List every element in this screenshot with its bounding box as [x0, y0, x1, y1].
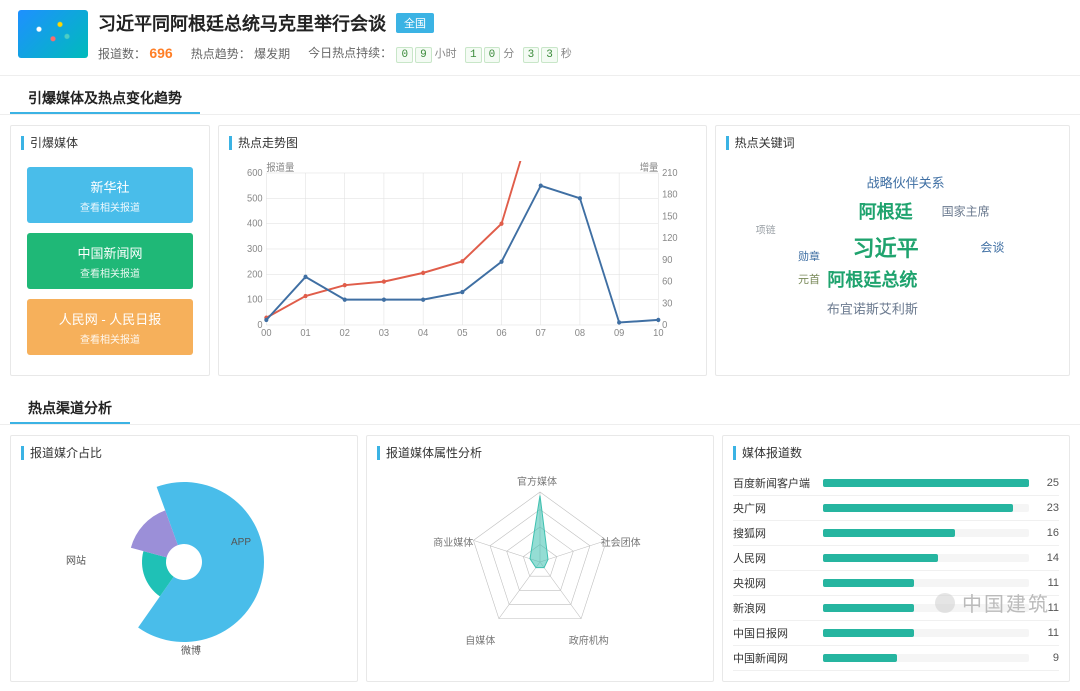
keyword[interactable]: 元首: [798, 271, 820, 287]
svg-text:30: 30: [662, 298, 672, 309]
trend-label: 热点趋势：: [191, 47, 251, 61]
svg-text:04: 04: [418, 328, 429, 339]
section2-title: 热点渠道分析: [10, 386, 130, 424]
keyword[interactable]: 阿根廷: [859, 198, 913, 224]
svg-text:07: 07: [536, 328, 546, 339]
bar-row[interactable]: 央广网23: [733, 496, 1059, 521]
media-source-button[interactable]: 人民网 - 人民日报查看相关报道: [27, 299, 193, 355]
donut-chart: 网站 APP 微博: [21, 467, 347, 657]
svg-text:150: 150: [662, 211, 678, 222]
panel-media-attr: 报道媒体属性分析 官方媒体社会团体政府机构 自媒体 商业媒体: [366, 435, 714, 682]
chart-label: 微博: [181, 642, 201, 657]
svg-text:60: 60: [662, 276, 672, 287]
media-source-button[interactable]: 新华社查看相关报道: [27, 167, 193, 223]
radar-axis-label: 社会团体: [601, 534, 641, 549]
bar-row[interactable]: 央视网11: [733, 571, 1059, 596]
region-tag[interactable]: 全国: [396, 13, 434, 33]
keyword[interactable]: 会谈: [980, 239, 1004, 256]
header-stats: 报道数： 696 热点趋势： 爆发期 今日热点持续： 09小时 10分 33秒: [98, 44, 1062, 63]
svg-text:400: 400: [247, 218, 263, 229]
svg-text:600: 600: [247, 168, 263, 179]
panel-head: 引爆媒体: [21, 134, 199, 151]
bar-row[interactable]: 搜狐网16: [733, 521, 1059, 546]
radar-axis-label: 官方媒体: [517, 473, 557, 488]
svg-text:00: 00: [261, 328, 271, 339]
svg-text:02: 02: [340, 328, 350, 339]
keyword[interactable]: 勋章: [798, 248, 820, 264]
bar-row[interactable]: 中国新闻网9: [733, 646, 1059, 671]
radar-chart: 官方媒体社会团体政府机构 自媒体 商业媒体: [377, 467, 703, 657]
row-1: 引爆媒体 新华社查看相关报道中国新闻网查看相关报道人民网 - 人民日报查看相关报…: [0, 121, 1080, 386]
panel-head: 热点关键词: [726, 134, 1059, 151]
svg-text:03: 03: [379, 328, 389, 339]
svg-text:120: 120: [662, 233, 678, 244]
panel-head: 热点走势图: [229, 134, 696, 151]
keyword[interactable]: 战略伙伴关系: [867, 173, 945, 192]
svg-text:210: 210: [662, 168, 678, 179]
bar-row[interactable]: 人民网14: [733, 546, 1059, 571]
svg-text:500: 500: [247, 193, 263, 204]
word-cloud: 战略伙伴关系阿根廷 国家主席项链勋章元首 习近平 会谈阿根廷总统布宜诺斯艾利斯: [726, 157, 1059, 337]
svg-text:100: 100: [247, 294, 263, 305]
trend-value: 爆发期: [254, 47, 290, 61]
svg-text:增量: 增量: [640, 162, 659, 174]
panel-media-sources: 引爆媒体 新华社查看相关报道中国新闻网查看相关报道人民网 - 人民日报查看相关报…: [10, 125, 210, 376]
media-source-button[interactable]: 中国新闻网查看相关报道: [27, 233, 193, 289]
svg-text:05: 05: [457, 328, 467, 339]
keyword[interactable]: 国家主席: [942, 203, 990, 220]
chart-label: 网站: [66, 552, 86, 567]
page-title: 习近平同阿根廷总统马克里举行会谈: [98, 10, 386, 36]
keyword[interactable]: 项链: [756, 222, 776, 237]
section1-title: 引爆媒体及热点变化趋势: [10, 76, 200, 114]
bar-list: 百度新闻客户端25央广网23搜狐网16人民网14央视网11新浪网11中国日报网1…: [733, 471, 1059, 671]
bar-row[interactable]: 新浪网11: [733, 596, 1059, 621]
bar-row[interactable]: 百度新闻客户端25: [733, 471, 1059, 496]
radar-axis-label: 政府机构: [569, 632, 609, 647]
line-chart: 0100200300400500600030609012015018021000…: [229, 161, 696, 341]
count-value: 696: [149, 45, 172, 61]
header: 习近平同阿根廷总统马克里举行会谈 全国 报道数： 696 热点趋势： 爆发期 今…: [0, 0, 1080, 76]
row-2: 报道媒介占比 网站 APP 微博 报道媒体属性分析 官方媒体社会团体政府机构 自媒体 商…: [0, 431, 1080, 691]
panel-keywords: 热点关键词 战略伙伴关系阿根廷 国家主席项链勋章元首 习近平 会谈阿根廷总统布宜诺斯艾…: [715, 125, 1070, 376]
duration-block: 今日热点持续： 09小时 10分 33秒: [308, 44, 576, 63]
panel-head: 报道媒介占比: [21, 444, 347, 461]
svg-text:10: 10: [653, 328, 663, 339]
svg-text:06: 06: [496, 328, 506, 339]
panel-media-count: 媒体报道数 百度新闻客户端25央广网23搜狐网16人民网14央视网11新浪网11…: [722, 435, 1070, 682]
panel-trend-chart: 热点走势图 0100200300400500600030609012015018…: [218, 125, 707, 376]
chart-label: APP: [231, 537, 251, 548]
svg-text:300: 300: [247, 244, 263, 255]
svg-text:08: 08: [575, 328, 585, 339]
panel-media-share: 报道媒介占比 网站 APP 微博: [10, 435, 358, 682]
svg-text:90: 90: [662, 255, 672, 266]
bar-row[interactable]: 中国日报网11: [733, 621, 1059, 646]
svg-text:报道量: 报道量: [266, 162, 294, 174]
keyword[interactable]: 习近平: [853, 231, 919, 263]
svg-text:180: 180: [662, 189, 678, 200]
panel-head: 报道媒体属性分析: [377, 444, 703, 461]
radar-axis-label: 商业媒体: [433, 534, 473, 549]
svg-text:200: 200: [247, 269, 263, 280]
panel-head: 媒体报道数: [733, 444, 1059, 461]
header-main: 习近平同阿根廷总统马克里举行会谈 全国 报道数： 696 热点趋势： 爆发期 今…: [98, 10, 1062, 63]
svg-text:09: 09: [614, 328, 624, 339]
radar-axis-label: 自媒体: [465, 632, 495, 647]
thumb-image: [18, 10, 88, 58]
count-label: 报道数：: [98, 47, 146, 61]
keyword[interactable]: 布宜诺斯艾利斯: [827, 299, 918, 318]
svg-text:01: 01: [300, 328, 310, 339]
keyword[interactable]: 阿根廷总统: [827, 266, 917, 292]
